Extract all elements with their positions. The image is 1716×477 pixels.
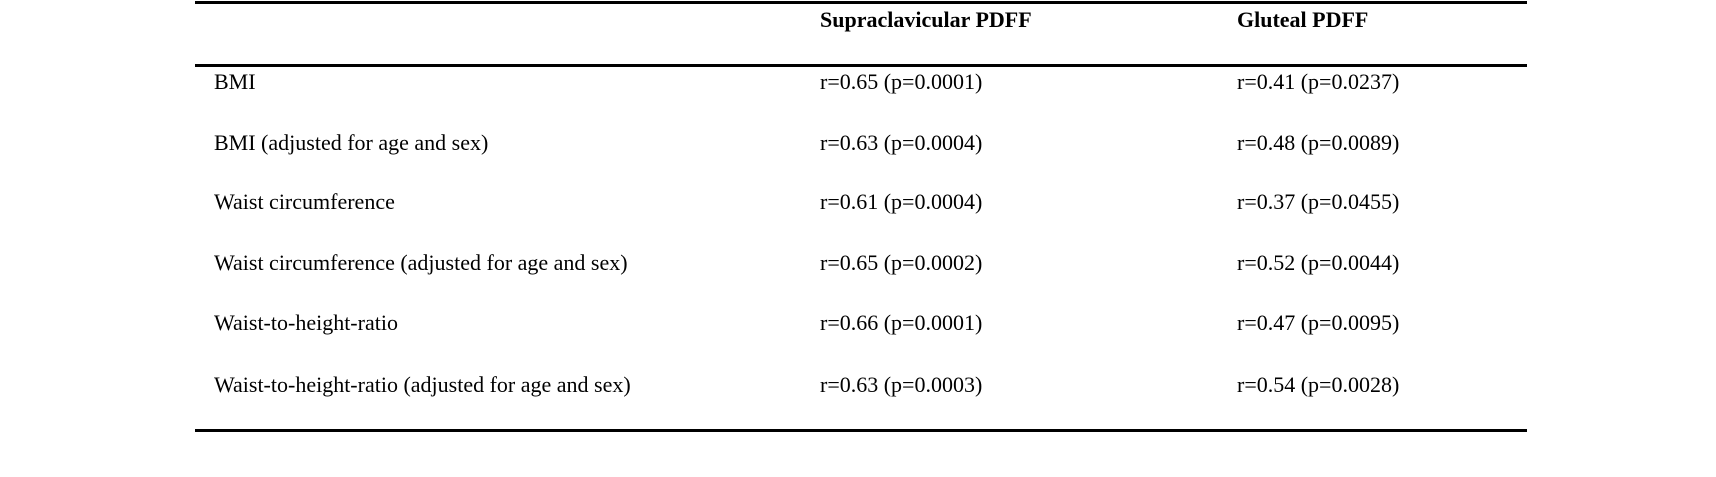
row-label: Waist circumference <box>214 189 395 214</box>
table-cell: r=0.52 (p=0.0044) <box>1237 250 1400 275</box>
table-cell: r=0.65 (p=0.0001) <box>820 69 983 94</box>
table-cell: r=0.41 (p=0.0237) <box>1237 69 1400 94</box>
table-cell: r=0.48 (p=0.0089) <box>1237 130 1400 155</box>
table-cell: r=0.63 (p=0.0004) <box>820 130 983 155</box>
header-rule <box>195 64 1527 67</box>
column-header: Gluteal PDFF <box>1237 7 1369 32</box>
row-label: Waist circumference (adjusted for age an… <box>214 250 628 275</box>
table-cell: r=0.65 (p=0.0002) <box>820 250 983 275</box>
bottom-rule <box>195 429 1527 432</box>
table-cell: r=0.66 (p=0.0001) <box>820 310 983 335</box>
row-label: BMI (adjusted for age and sex) <box>214 130 489 155</box>
row-label: Waist-to-height-ratio (adjusted for age … <box>214 372 631 397</box>
row-label: BMI <box>214 69 256 94</box>
top-rule <box>195 1 1527 4</box>
table-cell: r=0.63 (p=0.0003) <box>820 372 983 397</box>
row-label: Waist-to-height-ratio <box>214 310 398 335</box>
table-cell: r=0.37 (p=0.0455) <box>1237 189 1400 214</box>
table-cell: r=0.54 (p=0.0028) <box>1237 372 1400 397</box>
table-cell: r=0.61 (p=0.0004) <box>820 189 983 214</box>
column-header: Supraclavicular PDFF <box>820 7 1032 32</box>
table-cell: r=0.47 (p=0.0095) <box>1237 310 1400 335</box>
